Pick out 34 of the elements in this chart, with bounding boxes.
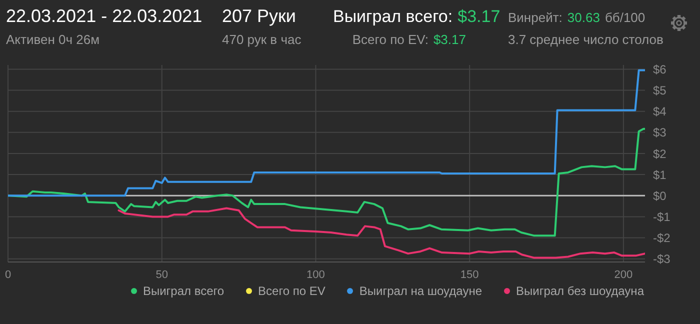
- y-tick-label: -$3: [653, 252, 671, 266]
- legend-label: Выиграл всего: [142, 284, 224, 298]
- y-tick-label: $2: [653, 146, 667, 161]
- chart-subtitle: Активен 0ч 26м: [6, 32, 100, 47]
- legend-label: Выиграл на шоудауне: [359, 284, 482, 298]
- line-series: [8, 69, 645, 197]
- y-tick-label: $4: [653, 104, 667, 119]
- x-tick-label: 0: [4, 268, 12, 281]
- text: 470 рук в час: [222, 32, 302, 47]
- text: 207 Руки: [222, 6, 296, 27]
- text: $3.17: [433, 32, 466, 47]
- text: Всего по EV:: [352, 32, 428, 47]
- text: бб/100: [604, 10, 646, 25]
- y-tick-label: $1: [653, 168, 667, 182]
- text: 3.7 среднее число столов: [508, 32, 664, 47]
- legend-label: Всего по EV: [258, 284, 326, 298]
- x-tick-label: 150: [460, 268, 479, 281]
- y-tick-label: -$2: [653, 231, 671, 246]
- y-tick-label: $3: [653, 126, 667, 140]
- x-tick-label: 200: [614, 268, 633, 281]
- line-series: [118, 207, 645, 259]
- y-tick-label: $0: [653, 188, 667, 203]
- line-series: [8, 128, 645, 237]
- chart-title: 22.03.2021 - 22.03.2021: [6, 6, 202, 27]
- text: 30.63: [567, 10, 600, 25]
- y-tick-label: -$1: [653, 210, 671, 224]
- y-tick-label: $5: [653, 84, 667, 98]
- y-tick-label: $6: [653, 62, 667, 76]
- text: Выиграл всего:: [333, 7, 453, 27]
- x-tick-label: 50: [156, 268, 168, 281]
- legend-label: Выиграл без шоудауна: [516, 284, 644, 298]
- text: Винрейт:: [508, 10, 562, 25]
- text: $3.17: [458, 7, 500, 27]
- x-tick-label: 100: [306, 268, 325, 281]
